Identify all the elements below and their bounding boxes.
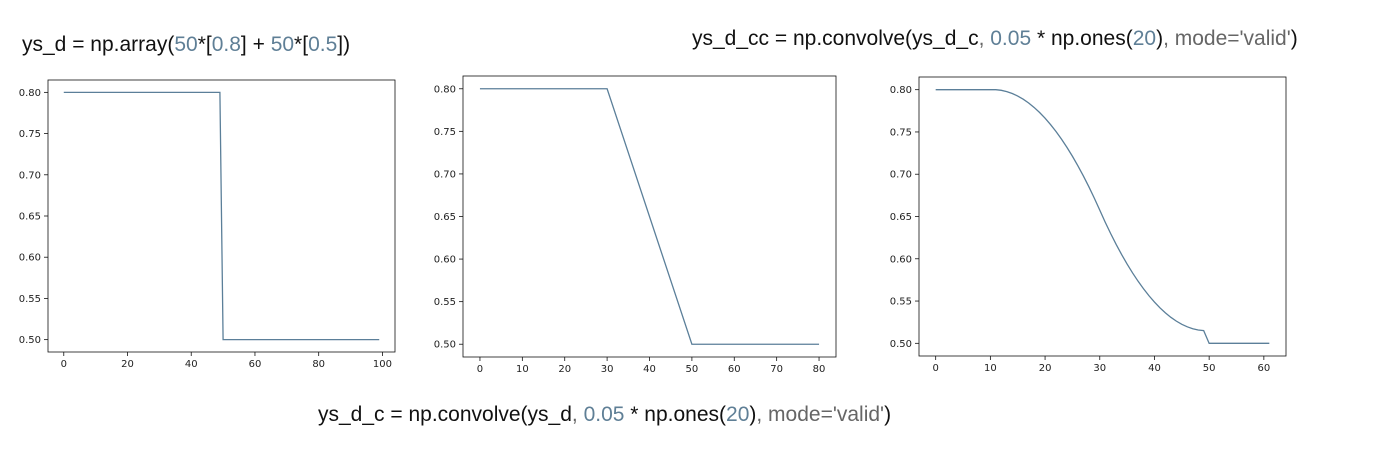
y-tick-label: 0.80 [434, 84, 456, 95]
code-token: ) [749, 403, 757, 426]
y-tick-label: 0.60 [434, 255, 456, 266]
x-tick-label: 0 [477, 364, 483, 375]
code-token: ) [1290, 27, 1298, 50]
y-tick-label: 0.75 [890, 127, 912, 138]
code-token: ys_d_c = np.convolve(ys_d [318, 403, 572, 426]
code-token: 0.5 [308, 33, 338, 56]
code-token: , [978, 27, 991, 50]
y-tick-label: 0.55 [19, 294, 41, 305]
y-tick-label: 0.60 [890, 254, 912, 265]
code-token: 'valid' [1239, 27, 1291, 50]
code-token: ] + [240, 33, 271, 56]
y-tick-label: 0.80 [890, 85, 912, 96]
code-token: * np.ones( [1031, 27, 1133, 50]
y-tick-label: 0.65 [890, 212, 912, 223]
x-tick-label: 80 [813, 364, 826, 375]
y-tick-label: 0.50 [19, 335, 41, 346]
y-tick-label: 0.70 [434, 169, 456, 180]
x-tick-label: 10 [516, 364, 529, 375]
x-tick-label: 70 [770, 364, 783, 375]
y-tick-label: 0.55 [890, 297, 912, 308]
x-tick-label: 40 [643, 364, 656, 375]
x-tick-label: 20 [558, 364, 571, 375]
code-token: 'valid' [832, 403, 885, 426]
x-tick-label: 60 [249, 359, 262, 370]
x-tick-label: 60 [728, 364, 741, 375]
code-token: *[ [294, 33, 309, 56]
y-tick-label: 0.65 [19, 212, 41, 223]
y-tick-label: 0.80 [19, 88, 41, 99]
x-tick-label: 50 [1203, 363, 1216, 374]
x-tick-label: 40 [1148, 363, 1161, 374]
series-line [63, 91, 380, 341]
y-tick-label: 0.75 [434, 127, 456, 138]
y-tick-label: 0.75 [19, 129, 41, 140]
code-token: *[ [197, 33, 212, 56]
y-tick-label: 0.60 [19, 253, 41, 264]
y-tick-label: 0.55 [434, 297, 456, 308]
code-token: ) [884, 403, 892, 426]
code-token: 20 [1132, 27, 1157, 50]
x-tick-label: 30 [1093, 363, 1106, 374]
y-tick-label: 0.50 [434, 340, 456, 351]
y-tick-label: 0.70 [890, 170, 912, 181]
y-tick-label: 0.50 [890, 339, 912, 350]
y-tick-label: 0.70 [19, 170, 41, 181]
code-token: , mode= [1163, 27, 1240, 50]
code-token: ys_d = np.array( [22, 33, 175, 56]
code-token: 20 [726, 403, 750, 426]
code-caption-double-convolve: ys_d_cc = np.convolve(ys_d_c, 0.05 * np.… [692, 28, 1298, 49]
series-line [935, 89, 1270, 344]
code-token: , [571, 403, 584, 426]
x-tick-label: 30 [601, 364, 614, 375]
x-tick-label: 50 [686, 364, 699, 375]
x-tick-label: 80 [312, 359, 325, 370]
code-token: ) [1156, 27, 1164, 50]
x-tick-label: 10 [984, 363, 997, 374]
code-token: 0.05 [583, 403, 625, 426]
x-tick-label: 0 [932, 363, 938, 374]
code-token: 50 [174, 33, 198, 56]
code-token: 0.05 [990, 27, 1032, 50]
x-tick-label: 20 [121, 359, 134, 370]
series-line [479, 88, 820, 345]
x-tick-label: 40 [185, 359, 198, 370]
x-tick-label: 100 [373, 359, 392, 370]
y-tick-label: 0.65 [434, 212, 456, 223]
code-token: * np.ones( [624, 403, 727, 426]
x-tick-label: 0 [61, 359, 67, 370]
x-tick-label: 20 [1039, 363, 1052, 374]
code-caption-convolve: ys_d_c = np.convolve(ys_d, 0.05 * np.one… [318, 404, 891, 425]
x-tick-label: 60 [1257, 363, 1270, 374]
code-token: , mode= [756, 403, 833, 426]
code-token: ys_d_cc = np.convolve(ys_d_c [692, 27, 979, 50]
code-token: 50 [270, 33, 295, 56]
code-token: ]) [337, 33, 351, 56]
code-caption-original: ys_d = np.array(50*[0.8] + 50*[0.5]) [22, 34, 350, 55]
code-token: 0.8 [211, 33, 241, 56]
